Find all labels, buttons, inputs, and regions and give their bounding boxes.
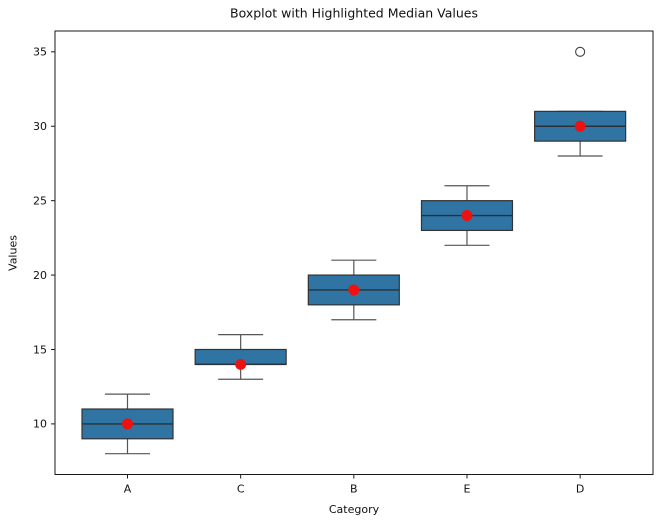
- y-tick-label-10: 10: [33, 418, 47, 431]
- median-dot-C: [235, 358, 247, 370]
- x-tick-label-D: D: [576, 483, 584, 496]
- chart-title: Boxplot with Highlighted Median Values: [230, 5, 478, 21]
- x-tick-label-C: C: [237, 483, 245, 496]
- x-tick-label-B: B: [350, 483, 358, 496]
- median-dot-A: [122, 418, 133, 430]
- median-dot-E: [461, 210, 473, 222]
- x-tick-label-E: E: [464, 483, 471, 496]
- x-tick-label-A: A: [124, 483, 132, 496]
- y-tick-label-25: 25: [33, 194, 47, 207]
- y-tick-label-15: 15: [33, 343, 47, 356]
- y-tick-label-35: 35: [33, 46, 47, 59]
- y-tick-label-30: 30: [33, 120, 47, 133]
- x-axis-label: Category: [328, 503, 380, 516]
- outlier-marker-D: [575, 46, 586, 57]
- median-dot-B: [348, 284, 360, 296]
- median-dot-D: [574, 120, 586, 132]
- y-tick-label-20: 20: [33, 269, 47, 282]
- axes-frame: [54, 30, 654, 475]
